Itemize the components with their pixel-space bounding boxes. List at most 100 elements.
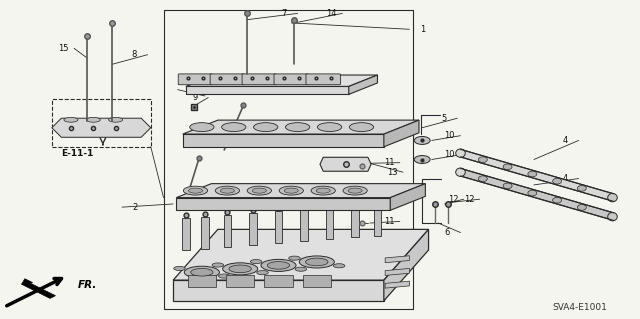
Ellipse shape (189, 123, 214, 131)
Polygon shape (264, 275, 292, 286)
Ellipse shape (250, 260, 262, 263)
Text: 11: 11 (384, 158, 394, 167)
Ellipse shape (349, 123, 374, 131)
Polygon shape (182, 218, 189, 250)
Ellipse shape (252, 188, 266, 193)
Ellipse shape (285, 123, 310, 131)
Ellipse shape (456, 168, 465, 176)
Ellipse shape (295, 267, 307, 271)
Polygon shape (173, 280, 384, 301)
Ellipse shape (284, 188, 298, 193)
Ellipse shape (503, 183, 512, 189)
Polygon shape (384, 120, 419, 147)
Ellipse shape (414, 156, 430, 163)
Ellipse shape (183, 186, 207, 195)
Ellipse shape (261, 259, 296, 271)
Ellipse shape (552, 197, 561, 203)
Text: 1: 1 (420, 25, 426, 34)
Text: 9: 9 (192, 93, 198, 102)
Polygon shape (390, 184, 426, 210)
Ellipse shape (64, 117, 78, 122)
Polygon shape (320, 157, 371, 171)
FancyBboxPatch shape (178, 74, 212, 85)
Ellipse shape (109, 117, 123, 122)
Ellipse shape (268, 262, 290, 269)
Ellipse shape (478, 157, 487, 162)
Ellipse shape (223, 263, 258, 275)
Polygon shape (351, 206, 359, 237)
Ellipse shape (306, 258, 328, 266)
Ellipse shape (478, 176, 487, 182)
Ellipse shape (300, 256, 334, 268)
Text: 11: 11 (384, 217, 394, 226)
Polygon shape (303, 275, 331, 286)
Polygon shape (182, 134, 384, 147)
Text: 10: 10 (445, 150, 455, 159)
Polygon shape (176, 184, 426, 197)
Ellipse shape (253, 123, 278, 131)
Text: 10: 10 (445, 131, 455, 140)
Text: 7: 7 (282, 9, 287, 18)
Polygon shape (249, 213, 257, 245)
Polygon shape (300, 210, 308, 241)
Polygon shape (201, 217, 209, 249)
Polygon shape (186, 75, 378, 86)
Text: 4: 4 (563, 136, 568, 145)
Polygon shape (384, 229, 429, 301)
Text: 15: 15 (58, 44, 68, 53)
Text: SVA4-E1001: SVA4-E1001 (552, 303, 607, 312)
Polygon shape (188, 275, 216, 286)
Polygon shape (182, 120, 419, 134)
Text: 8: 8 (132, 50, 137, 59)
Ellipse shape (528, 171, 537, 177)
Text: 4: 4 (563, 174, 568, 183)
Polygon shape (52, 118, 151, 137)
Ellipse shape (184, 266, 220, 278)
Ellipse shape (608, 193, 617, 202)
Polygon shape (385, 269, 410, 275)
Polygon shape (22, 279, 33, 284)
Ellipse shape (503, 164, 512, 170)
Ellipse shape (247, 186, 271, 195)
Ellipse shape (528, 190, 537, 196)
Ellipse shape (257, 271, 268, 275)
Polygon shape (349, 75, 378, 94)
FancyBboxPatch shape (274, 74, 308, 85)
Polygon shape (461, 149, 614, 201)
FancyBboxPatch shape (242, 74, 276, 85)
FancyBboxPatch shape (306, 74, 340, 85)
Polygon shape (461, 168, 614, 220)
Ellipse shape (218, 274, 230, 278)
Ellipse shape (348, 188, 362, 193)
Polygon shape (223, 215, 231, 247)
Polygon shape (186, 86, 349, 94)
Text: 14: 14 (326, 9, 337, 18)
Polygon shape (385, 256, 410, 263)
Ellipse shape (316, 188, 330, 193)
Ellipse shape (212, 263, 223, 267)
Polygon shape (176, 197, 390, 210)
Ellipse shape (311, 186, 335, 195)
Polygon shape (326, 208, 333, 239)
Ellipse shape (552, 178, 561, 184)
Ellipse shape (289, 256, 300, 260)
Text: 13: 13 (387, 168, 397, 177)
Ellipse shape (86, 117, 100, 122)
FancyBboxPatch shape (210, 74, 244, 85)
Text: FR.: FR. (77, 280, 97, 290)
Ellipse shape (188, 188, 202, 193)
Text: 6: 6 (445, 228, 450, 237)
Ellipse shape (229, 265, 252, 273)
Polygon shape (374, 204, 381, 236)
Text: E-11-1: E-11-1 (61, 149, 93, 158)
Text: 5: 5 (442, 114, 447, 123)
Ellipse shape (279, 186, 303, 195)
Ellipse shape (317, 123, 342, 131)
Polygon shape (226, 275, 254, 286)
Text: 3: 3 (188, 85, 193, 94)
Text: 12: 12 (448, 195, 458, 204)
Ellipse shape (220, 188, 234, 193)
Ellipse shape (221, 123, 246, 131)
Ellipse shape (456, 149, 465, 157)
Ellipse shape (215, 186, 239, 195)
